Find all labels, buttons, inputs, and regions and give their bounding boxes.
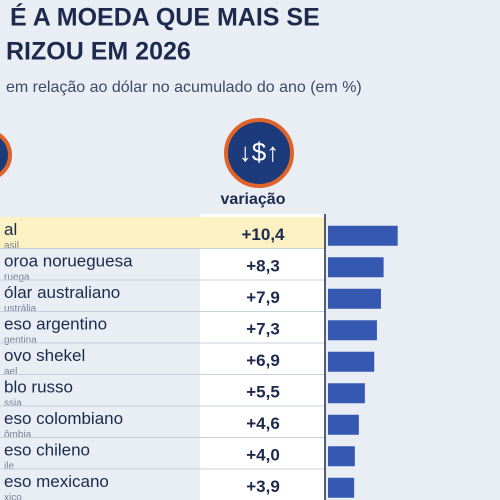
category-sublabel: asil: [4, 240, 19, 251]
value-label: +3,9: [246, 477, 280, 496]
category-label: eso colombiano: [4, 409, 123, 428]
bar: [328, 288, 381, 309]
icon-label: ↓$↑: [239, 137, 279, 167]
title-line: RIZOU EM 2026: [6, 38, 191, 66]
value-label: +5,5: [246, 383, 280, 402]
category-sublabel: ile: [4, 461, 14, 472]
bar: [328, 257, 384, 278]
value-label: +6,9: [246, 351, 280, 370]
category-label: eso mexicano: [4, 472, 109, 491]
icon: [224, 118, 294, 188]
category-label: oroa norueguesa: [4, 252, 133, 271]
value-label: +8,3: [246, 257, 280, 276]
value-label: +10,4: [241, 225, 285, 244]
title-line: É A MOEDA QUE MAIS SE: [10, 3, 320, 32]
bar: [328, 320, 377, 341]
bar: [328, 446, 355, 467]
value-label: +7,3: [246, 320, 280, 339]
column-header: variação: [221, 191, 286, 208]
category-sublabel: xico: [4, 492, 22, 500]
icon: [0, 133, 12, 177]
subtitle: em relação ao dólar no acumulado do ano …: [6, 79, 362, 96]
bar: [328, 414, 359, 435]
category-label: ovo shekel: [4, 346, 85, 365]
category-sublabel: ael: [4, 366, 17, 377]
value-label: +4,6: [246, 414, 280, 433]
highlight-row: [0, 217, 325, 249]
category-label: ólar australiano: [4, 283, 120, 302]
category-sublabel: ssia: [4, 398, 22, 409]
category-sublabel: ômbia: [4, 429, 32, 440]
bar: [328, 477, 355, 498]
category-label: eso chileno: [4, 441, 90, 460]
category-sublabel: ruega: [4, 272, 30, 283]
value-column: [200, 214, 325, 500]
category-sublabel: gentina: [4, 335, 37, 346]
bar: [328, 351, 375, 372]
value-label: +4,0: [246, 446, 280, 465]
category-sublabel: ustrália: [4, 303, 37, 314]
value-label: +7,9: [246, 288, 280, 307]
bar: [328, 383, 365, 404]
category-label: blo russo: [4, 378, 73, 397]
bar: [328, 225, 398, 246]
category-label: al: [4, 220, 17, 239]
category-label: eso argentino: [4, 315, 107, 334]
